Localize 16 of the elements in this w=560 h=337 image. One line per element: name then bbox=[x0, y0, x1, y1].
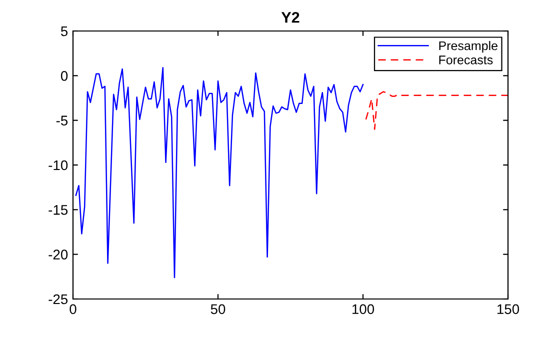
y-tick-label: 0 bbox=[60, 71, 68, 81]
chart-title: Y2 bbox=[281, 12, 300, 23]
x-tick-label: 150 bbox=[497, 304, 520, 314]
legend-label: Forecasts bbox=[439, 56, 493, 64]
y-tick-label: -25 bbox=[48, 294, 68, 304]
legend-label: Presample bbox=[439, 41, 498, 53]
y-tick-label: -15 bbox=[48, 205, 68, 215]
y-tick-label: -5 bbox=[56, 116, 68, 126]
y-tick-label: -20 bbox=[48, 250, 68, 260]
x-tick-label: 50 bbox=[210, 304, 226, 314]
line-series bbox=[75, 67, 364, 278]
y-tick-label: 5 bbox=[60, 26, 68, 36]
x-tick-label: 100 bbox=[352, 304, 374, 314]
x-tick-label: 0 bbox=[70, 304, 76, 314]
line-series bbox=[365, 91, 508, 130]
y-tick-label: -10 bbox=[48, 160, 68, 170]
